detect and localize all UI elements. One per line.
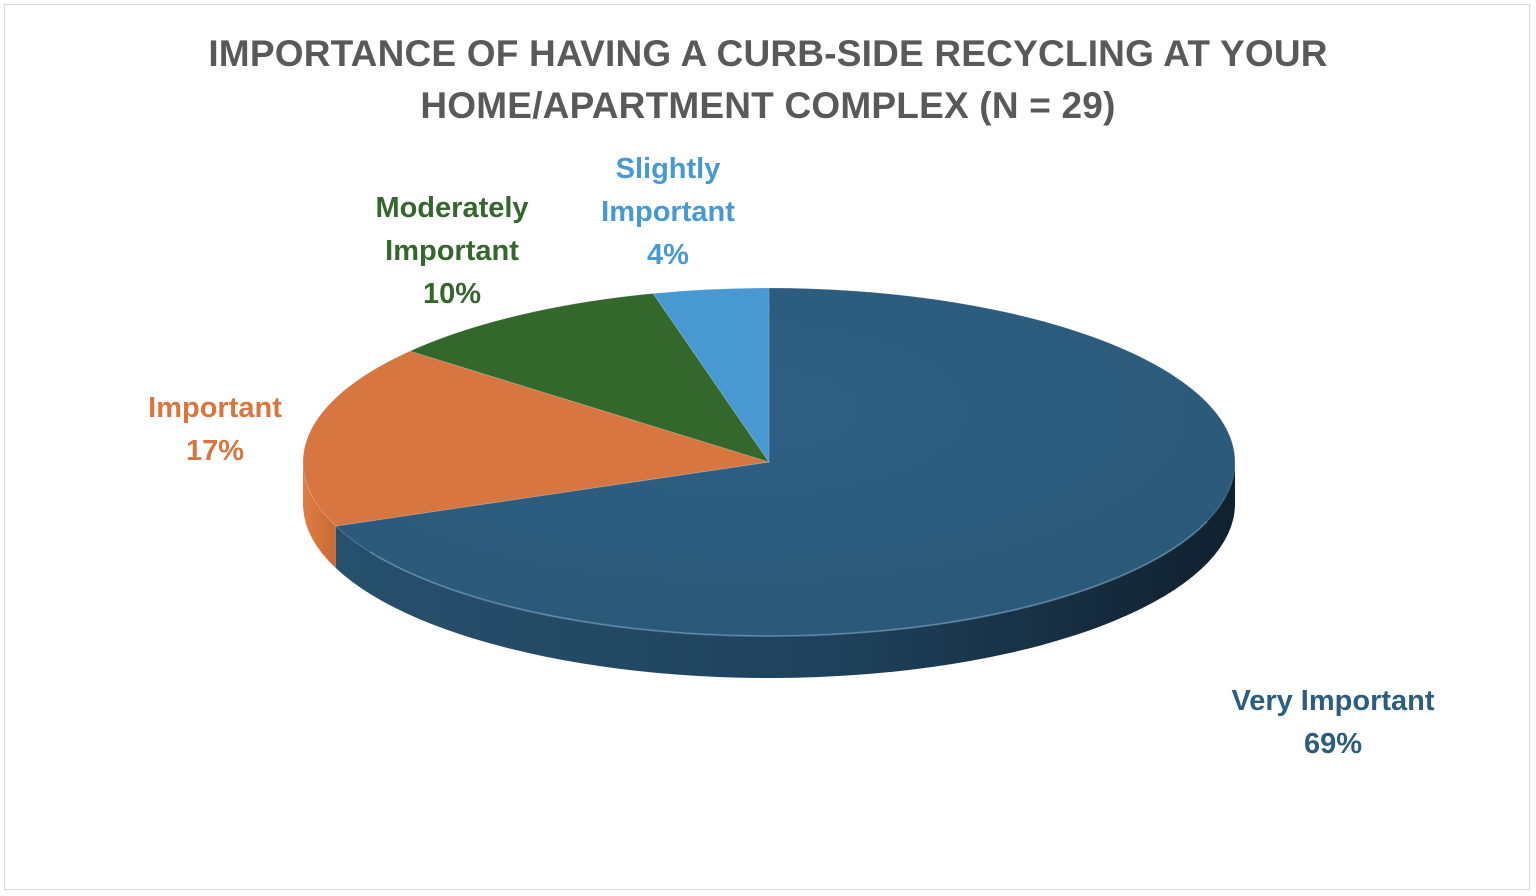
data-label-category: Moderately: [375, 192, 528, 224]
pie-slice-moderately-important: [408, 292, 771, 463]
data-label-category: Important: [148, 392, 282, 424]
pie-slice-important: [302, 350, 770, 527]
pie-side-important: [303, 462, 336, 569]
pie-side-very-important: [335, 462, 1236, 678]
data-label-value: 17%: [186, 435, 244, 467]
data-label-value: 10%: [423, 278, 481, 310]
pie-rim-highlight: [369, 520, 1208, 638]
data-label-category: Very Important: [1231, 685, 1434, 717]
pie-slice-very-important: [334, 287, 1236, 637]
data-label-category: Important: [601, 196, 735, 228]
data-label-value: 4%: [647, 239, 689, 271]
data-label-category: Slightly: [616, 153, 721, 185]
data-label-value: 69%: [1304, 728, 1362, 760]
data-label-moderately-important: Moderately Important 10%: [375, 192, 528, 310]
chart-title-line-2: HOME/APARTMENT COMPLEX (N = 29): [420, 85, 1116, 126]
data-label-very-important: Very Important 69%: [1231, 685, 1434, 760]
data-label-slightly-important: Slightly Important 4%: [601, 153, 735, 271]
data-label-category: Important: [385, 235, 519, 267]
chart-title: IMPORTANCE OF HAVING A CURB-SIDE RECYCLI…: [0, 28, 1536, 132]
chart-title-line-1: IMPORTANCE OF HAVING A CURB-SIDE RECYCLI…: [208, 33, 1328, 74]
pie-slice-slightly-important: [652, 287, 770, 464]
data-label-important: Important 17%: [148, 392, 282, 467]
